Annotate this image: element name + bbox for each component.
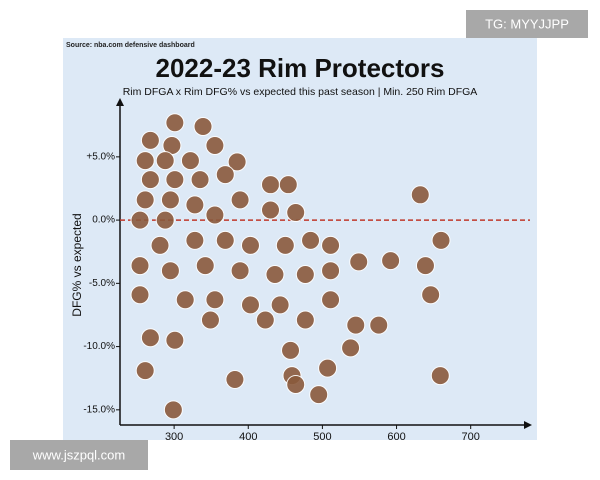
- player-point: [281, 340, 301, 360]
- chart-title: 2022-23 Rim Protectors: [155, 53, 444, 83]
- x-axis-arrow: [524, 421, 532, 429]
- y-tick-label: -5.0%: [89, 278, 115, 289]
- player-point: [255, 310, 275, 330]
- player-point: [165, 170, 185, 190]
- player-point: [270, 295, 290, 315]
- player-point: [261, 175, 281, 195]
- player-point: [321, 290, 341, 310]
- x-tick-label: 400: [239, 431, 257, 443]
- source: Source: nba.com defensive dashboard: [66, 42, 195, 49]
- player-point: [155, 210, 175, 230]
- watermark: www.jszpql.com: [32, 447, 125, 462]
- player-point: [200, 310, 220, 330]
- player-point: [410, 185, 430, 205]
- player-point: [286, 375, 306, 395]
- player-point: [286, 203, 306, 223]
- player-point: [225, 369, 245, 389]
- player-point: [431, 230, 451, 250]
- player-point: [230, 190, 250, 210]
- marks: +5.0% 0.0% -5.0% -10.0% -15.0% 300 400 500 600 70…: [83, 113, 530, 443]
- player-point: [135, 361, 155, 381]
- player-point: [321, 261, 341, 281]
- player-point: [240, 235, 260, 255]
- player-point: [261, 200, 281, 220]
- player-point: [278, 175, 298, 195]
- player-point: [430, 366, 450, 386]
- player-point: [295, 310, 315, 330]
- player-point: [140, 328, 160, 348]
- player-point: [185, 195, 205, 215]
- watermark-box: [466, 10, 588, 38]
- player-point: [140, 170, 160, 190]
- watermark-box: [10, 440, 148, 470]
- player-point: [265, 264, 285, 284]
- player-point: [349, 252, 369, 272]
- player-point: [309, 385, 329, 405]
- player-point: [295, 264, 315, 284]
- watermark: TG: MYYJJPP: [485, 16, 569, 31]
- player-point: [205, 205, 225, 225]
- player-point: [421, 285, 441, 305]
- x-tick-label: 500: [313, 431, 331, 443]
- player-point: [381, 251, 401, 271]
- player-point: [205, 135, 225, 155]
- player-point: [321, 235, 341, 255]
- y-axis-arrow: [116, 98, 124, 106]
- chart-subtitle: Rim DFGA x Rim DFG% vs expected this pas…: [123, 86, 478, 98]
- player-point: [175, 290, 195, 310]
- player-point: [130, 256, 150, 276]
- player-point: [135, 151, 155, 171]
- player-point: [165, 113, 185, 133]
- player-point: [301, 230, 321, 250]
- player-point: [205, 290, 225, 310]
- y-tick-label: -15.0%: [83, 404, 115, 415]
- x-tick-label: 600: [387, 431, 405, 443]
- player-point: [150, 235, 170, 255]
- player-point: [369, 315, 389, 335]
- player-point: [193, 117, 213, 137]
- player-point: [160, 190, 180, 210]
- player-point: [215, 165, 235, 185]
- player-point: [346, 315, 366, 335]
- player-point: [155, 151, 175, 171]
- player-point: [140, 130, 160, 150]
- y-tick-label: +5.0%: [86, 151, 115, 162]
- player-point: [215, 230, 235, 250]
- player-point: [195, 256, 215, 276]
- player-point: [185, 230, 205, 250]
- y-axis-label: DFG% vs expected: [70, 213, 84, 316]
- player-point: [135, 190, 155, 210]
- player-point: [341, 338, 361, 358]
- player-point: [227, 152, 247, 172]
- player-point: [165, 330, 185, 350]
- player-point: [318, 358, 338, 378]
- player-point: [160, 261, 180, 281]
- player-point: [275, 235, 295, 255]
- y-tick-label: -10.0%: [83, 341, 115, 352]
- player-point: [415, 256, 435, 276]
- y-tick-label: 0.0%: [92, 215, 115, 226]
- player-point: [190, 170, 210, 190]
- player-point: [230, 261, 250, 281]
- player-point: [130, 285, 150, 305]
- player-point: [130, 210, 150, 230]
- x-tick-label: 300: [165, 431, 183, 443]
- player-point: [163, 400, 183, 420]
- player-point: [240, 295, 260, 315]
- player-point: [180, 151, 200, 171]
- x-tick-label: 700: [462, 431, 480, 443]
